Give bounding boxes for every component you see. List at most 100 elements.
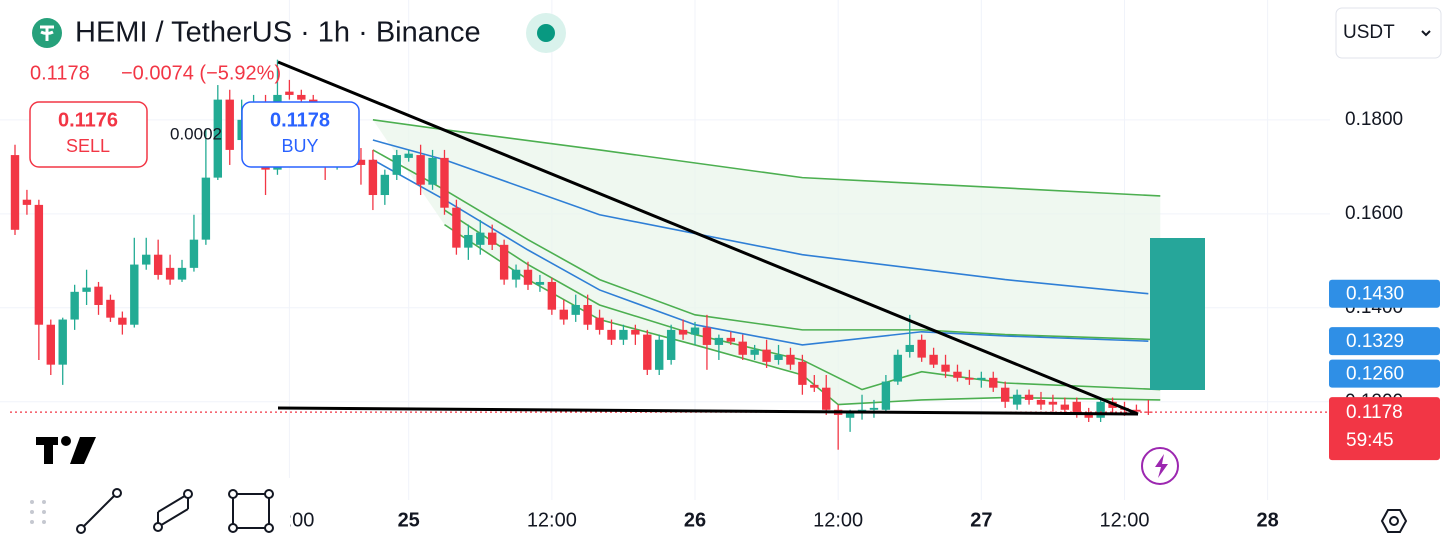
dot <box>30 520 34 524</box>
candle-body <box>488 232 497 245</box>
candle-body <box>118 317 127 325</box>
candle-body <box>774 354 783 360</box>
tool-line <box>81 493 117 529</box>
candle-body <box>1060 404 1070 410</box>
indicator-line <box>372 149 1161 341</box>
x-tick-label: 27 <box>970 509 992 531</box>
candle-body <box>476 232 485 245</box>
candle-body <box>82 287 91 292</box>
last-price: 0.1178 <box>30 62 90 84</box>
candle-body <box>22 199 32 205</box>
tool-handle <box>228 523 238 533</box>
x-tick-label: 12:00 <box>813 509 863 531</box>
tool-handle <box>228 489 238 499</box>
settings-button[interactable] <box>1380 509 1408 533</box>
candle-body <box>547 281 557 310</box>
candle-body <box>404 153 413 158</box>
currency-label: USDT <box>1343 22 1395 43</box>
candle-body <box>1096 401 1105 418</box>
tv-logo <box>36 436 96 464</box>
candle-body <box>798 361 807 385</box>
candle-body <box>750 349 759 355</box>
candle-body <box>225 99 234 150</box>
candle-body <box>511 269 521 280</box>
position-box <box>1150 238 1205 390</box>
candle-body <box>392 155 401 175</box>
candle-body <box>631 329 640 335</box>
candle-body <box>1036 399 1046 405</box>
tool-rect <box>232 493 270 529</box>
candle-body <box>1012 394 1022 405</box>
currency-select[interactable] <box>1335 7 1442 59</box>
last-price-badge <box>1329 397 1440 461</box>
channel-tool[interactable] <box>153 489 193 532</box>
symbol-title: HEMI / TetherUS · 1h · Binance <box>75 17 481 49</box>
candle-body <box>929 354 938 365</box>
x-tick-label: 12:00 <box>527 509 577 531</box>
x-tick-label: 28 <box>1257 509 1279 531</box>
candle-body <box>941 364 950 372</box>
settings-icon <box>1389 516 1399 526</box>
candle-body <box>1132 409 1141 412</box>
drag-handle <box>30 500 46 524</box>
dot <box>42 520 46 524</box>
trend-line <box>277 60 1139 416</box>
price-change: −0.0074 (−5.92%) <box>121 62 281 84</box>
candle-body <box>46 324 55 365</box>
dot <box>42 500 46 504</box>
candle-body <box>607 329 616 340</box>
tool-line <box>157 493 189 528</box>
candle-body <box>786 354 795 365</box>
tool-handle <box>76 524 86 534</box>
tool-handle <box>183 489 193 499</box>
chevron <box>1421 30 1431 37</box>
candle-body <box>905 344 914 352</box>
indicator-line <box>372 119 1161 197</box>
x-tick-label: 12:00 <box>1099 509 1149 531</box>
dot <box>42 510 46 514</box>
candle-body <box>142 254 151 265</box>
candle-body <box>1084 413 1093 418</box>
candle-body <box>571 304 580 315</box>
candle-body <box>153 254 163 275</box>
sell-label: SELL <box>66 136 110 156</box>
candle-body <box>1000 387 1010 402</box>
candle-body <box>690 327 700 335</box>
line-tool[interactable] <box>76 488 122 534</box>
header: HEMI / TetherUS · 1h · Binance 0.1178 −0… <box>29 13 566 168</box>
candle-body <box>559 309 568 320</box>
dot <box>30 510 34 514</box>
countdown: 59:45 <box>1346 430 1394 451</box>
sell-price: 0.1176 <box>58 109 118 131</box>
candle-body <box>297 94 306 100</box>
candle-body <box>130 264 139 325</box>
candle-body <box>881 381 891 410</box>
candle-body <box>762 349 771 362</box>
candle-body <box>464 234 473 248</box>
price-marker <box>1329 327 1440 356</box>
candle-body <box>726 337 735 342</box>
candle-body <box>810 384 819 388</box>
rect-tool[interactable] <box>228 489 274 533</box>
drawing-toolbar <box>15 478 290 535</box>
buy-button[interactable] <box>241 101 360 168</box>
price-marker-label: 0.1260 <box>1346 364 1404 385</box>
tool-handle <box>264 523 274 533</box>
candle-body <box>535 281 545 285</box>
price-marker-label: 0.1329 <box>1346 331 1404 352</box>
x-tick-label: 26 <box>684 509 706 531</box>
status-dot[interactable] <box>537 24 555 42</box>
candle-body <box>428 157 437 185</box>
logo-mark <box>40 25 54 41</box>
candle-body <box>583 304 592 325</box>
candle-body <box>643 334 652 370</box>
candle-body <box>380 174 390 196</box>
candle-body <box>94 286 103 305</box>
sell-button[interactable] <box>29 101 148 168</box>
dot <box>30 500 34 504</box>
lightning-icon <box>1155 454 1168 478</box>
candle-body <box>893 354 903 382</box>
candle-body <box>989 377 998 388</box>
candle-body <box>356 159 366 165</box>
candle-body <box>189 239 199 268</box>
